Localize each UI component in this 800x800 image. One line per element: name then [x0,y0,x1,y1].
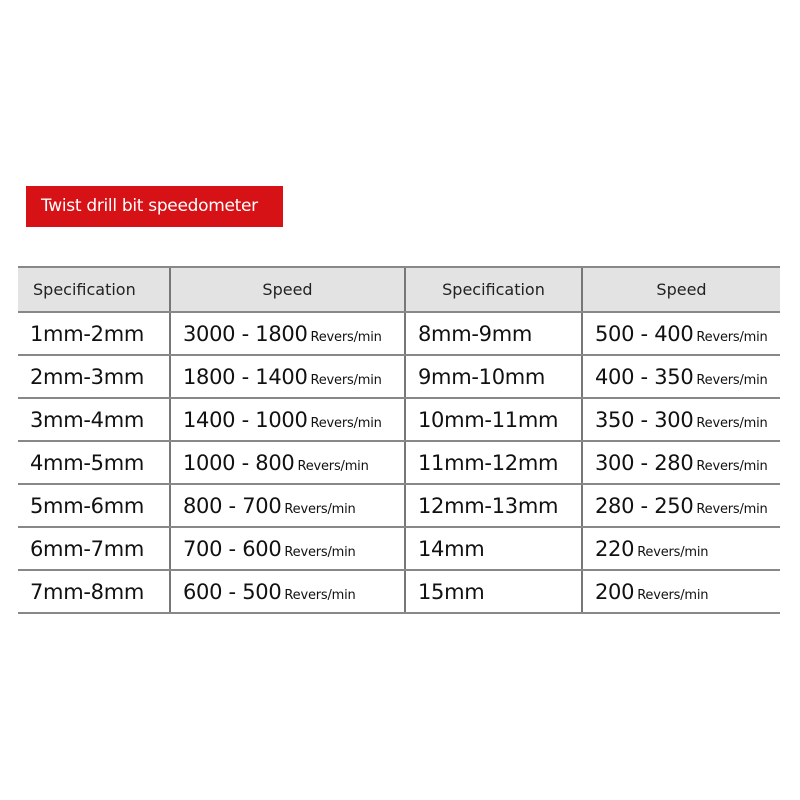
header-row: Specification Speed Specification Speed [18,266,780,313]
speed-cell: 1000 - 800 Revers/min [169,441,405,485]
spec-cell: 10mm-11mm [404,398,582,442]
spec-cell: 12mm-13mm [404,484,582,528]
speed-cell: 1800 - 1400 Revers/min [169,355,405,399]
table-row: 4mm-5mm 1000 - 800 Revers/min 11mm-12mm 3… [18,441,780,485]
speed-cell: 350 - 300 Revers/min [581,398,780,442]
speed-value: 280 - 250 [595,493,694,518]
unit-label: Revers/min [284,587,356,603]
speed-value: 350 - 300 [595,407,694,432]
unit-label: Revers/min [297,458,369,474]
spec-cell: 6mm-7mm [18,527,170,571]
speed-value: 1400 - 1000 [183,407,308,432]
spec-cell: 9mm-10mm [404,355,582,399]
speed-cell: 200 Revers/min [581,570,780,614]
spec-cell: 8mm-9mm [404,312,582,356]
spec-cell: 15mm [404,570,582,614]
spec-cell: 7mm-8mm [18,570,170,614]
speed-value: 600 - 500 [183,579,282,604]
speed-value: 500 - 400 [595,321,694,346]
unit-label: Revers/min [284,501,356,517]
spec-cell: 5mm-6mm [18,484,170,528]
table-row: 3mm-4mm 1400 - 1000 Revers/min 10mm-11mm … [18,398,780,442]
table-row: 5mm-6mm 800 - 700 Revers/min 12mm-13mm 28… [18,484,780,528]
table-row: 6mm-7mm 700 - 600 Revers/min 14mm 220 Reve… [18,527,780,571]
title-banner: Twist drill bit speedometer [26,186,283,227]
speed-cell: 220 Revers/min [581,527,780,571]
speed-value: 1000 - 800 [183,450,295,475]
unit-label: Revers/min [696,458,768,474]
speed-cell: 300 - 280 Revers/min [581,441,780,485]
table-row: 2mm-3mm 1800 - 1400 Revers/min 9mm-10mm 4… [18,355,780,399]
unit-label: Revers/min [637,587,709,603]
speed-value: 200 [595,579,635,604]
speed-value: 400 - 350 [595,364,694,389]
speed-value: 220 [595,536,635,561]
unit-label: Revers/min [696,501,768,517]
spec-cell: 2mm-3mm [18,355,170,399]
spec-cell: 1mm-2mm [18,312,170,356]
header-spec: Specification [18,266,170,313]
table-row: 7mm-8mm 600 - 500 Revers/min 15mm 200 Reve… [18,570,780,614]
speed-value: 3000 - 1800 [183,321,308,346]
speed-cell: 400 - 350 Revers/min [581,355,780,399]
speed-cell: 600 - 500 Revers/min [169,570,405,614]
spec-cell: 3mm-4mm [18,398,170,442]
table-row: 1mm-2mm 3000 - 1800 Revers/min 8mm-9mm 50… [18,312,780,356]
unit-label: Revers/min [310,329,382,345]
speed-value: 700 - 600 [183,536,282,561]
speed-cell: 500 - 400 Revers/min [581,312,780,356]
speed-table: Specification Speed Specification Speed … [18,266,780,614]
speed-value: 1800 - 1400 [183,364,308,389]
speed-cell: 3000 - 1800 Revers/min [169,312,405,356]
header-spec: Specification [404,266,582,313]
unit-label: Revers/min [696,372,768,388]
spec-cell: 4mm-5mm [18,441,170,485]
unit-label: Revers/min [284,544,356,560]
unit-label: Revers/min [637,544,709,560]
header-speed: Speed [581,266,780,313]
speed-cell: 800 - 700 Revers/min [169,484,405,528]
spec-cell: 11mm-12mm [404,441,582,485]
unit-label: Revers/min [310,415,382,431]
speed-cell: 280 - 250 Revers/min [581,484,780,528]
unit-label: Revers/min [310,372,382,388]
speed-cell: 700 - 600 Revers/min [169,527,405,571]
header-speed: Speed [169,266,405,313]
speed-value: 300 - 280 [595,450,694,475]
unit-label: Revers/min [696,415,768,431]
speed-cell: 1400 - 1000 Revers/min [169,398,405,442]
speed-value: 800 - 700 [183,493,282,518]
unit-label: Revers/min [696,329,768,345]
spec-cell: 14mm [404,527,582,571]
